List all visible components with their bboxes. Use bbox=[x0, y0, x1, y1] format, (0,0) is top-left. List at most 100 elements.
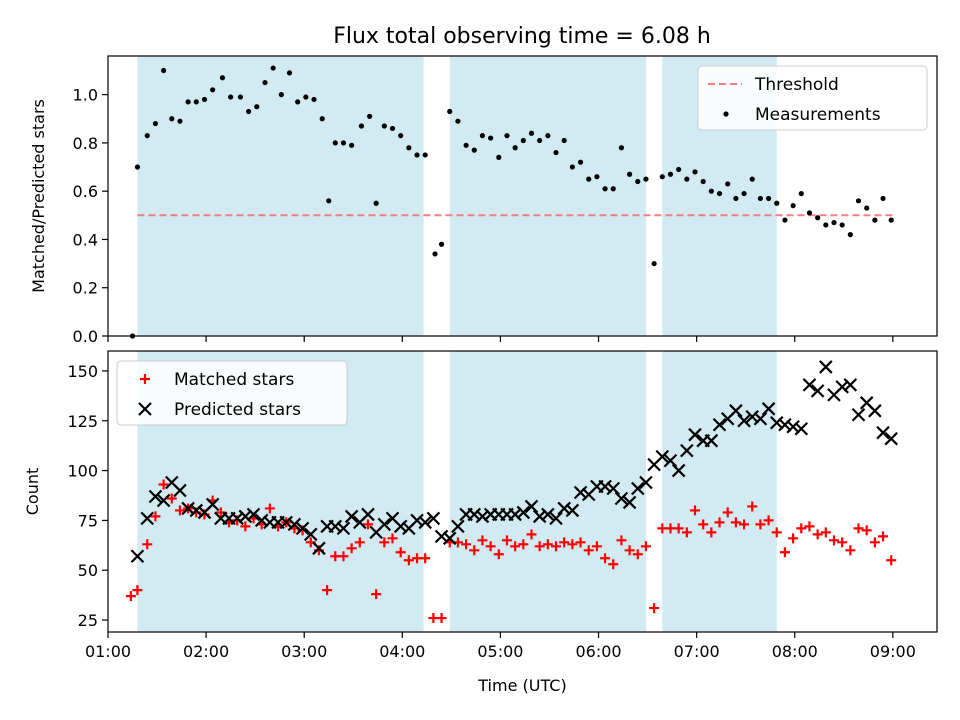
predicted-star-point bbox=[442, 531, 457, 546]
matched-star-point bbox=[722, 507, 733, 518]
legend: Threshold Measurements bbox=[697, 65, 928, 131]
measurement-point bbox=[358, 123, 365, 129]
measurement-point bbox=[373, 200, 379, 206]
predicted-star-point bbox=[532, 509, 547, 524]
predicted-star-point bbox=[140, 511, 155, 526]
top-panel: 0.0 0.2 0.4 0.6 0.8 1.0 Matched/Predicted star… bbox=[29, 55, 938, 346]
measurement-point bbox=[864, 205, 870, 211]
bottom-panel: 25 50 75 100 125 150 01:00 02:00 03:00 04:00 05:00… bbox=[23, 350, 938, 695]
legend: Matched stars Predicted stars bbox=[116, 360, 348, 426]
matched-star-point bbox=[150, 511, 161, 522]
measurement-point bbox=[520, 137, 526, 144]
predicted-star-point bbox=[671, 463, 686, 478]
predicted-star-point bbox=[573, 485, 588, 500]
predicted-star-point bbox=[336, 521, 351, 536]
predicted-star-point bbox=[303, 527, 318, 542]
observing-window-band bbox=[449, 56, 646, 336]
measurement-point bbox=[219, 75, 226, 81]
y-tick-label: 75 bbox=[78, 511, 98, 530]
predicted-star-point bbox=[344, 509, 359, 524]
measurement-point bbox=[618, 145, 625, 151]
measurement-point bbox=[177, 118, 183, 124]
measurement-point bbox=[340, 140, 347, 146]
predicted-star-point bbox=[418, 515, 432, 530]
predicted-star-point bbox=[688, 427, 702, 442]
y-tick-label: 1.0 bbox=[73, 86, 98, 105]
predicted-star-point bbox=[328, 519, 343, 534]
predicted-star-point bbox=[868, 404, 882, 418]
predicted-star-point bbox=[598, 479, 612, 494]
matched-star-point bbox=[567, 539, 578, 550]
measurement-point bbox=[733, 195, 739, 202]
predicted-star-point bbox=[246, 507, 261, 522]
matched-star-point bbox=[174, 505, 185, 516]
predicted-star-point bbox=[851, 407, 866, 422]
legend-predicted-swatch bbox=[138, 402, 152, 416]
matched-star-point bbox=[461, 539, 472, 550]
measurement-point bbox=[455, 118, 461, 124]
matched-star-point bbox=[878, 531, 889, 542]
measurement-point bbox=[237, 94, 244, 100]
matched-star-point bbox=[379, 537, 390, 548]
measurement-point bbox=[389, 125, 396, 132]
measurement-point bbox=[367, 113, 373, 119]
matched-star-point bbox=[828, 535, 839, 546]
predicted-star-point bbox=[778, 417, 792, 432]
matched-star-point bbox=[747, 501, 758, 512]
measurement-point bbox=[774, 200, 780, 206]
predicted-star-point bbox=[254, 513, 269, 528]
predicted-star-point bbox=[426, 511, 441, 526]
measurement-point bbox=[823, 222, 829, 228]
measurement-point bbox=[569, 164, 575, 170]
measurement-point bbox=[888, 217, 894, 223]
measurement-point bbox=[790, 203, 796, 209]
matched-star-point bbox=[820, 527, 831, 538]
matched-star-point bbox=[706, 527, 717, 538]
observing-window-band bbox=[662, 351, 777, 632]
matched-star-point bbox=[436, 613, 447, 624]
measurement-point bbox=[594, 174, 600, 180]
matched-star-point bbox=[649, 603, 660, 614]
matched-star-point bbox=[240, 521, 251, 532]
predicted-star-point bbox=[148, 489, 163, 504]
predicted-star-point bbox=[704, 433, 719, 448]
matched-star-point bbox=[338, 551, 349, 562]
measurement-point bbox=[577, 159, 584, 165]
predicted-star-point bbox=[508, 507, 522, 522]
measurement-point bbox=[422, 152, 428, 158]
predicted-star-point bbox=[745, 409, 760, 424]
legend-label: Predicted stars bbox=[174, 400, 301, 420]
x-tick-label: 07:00 bbox=[674, 642, 720, 661]
matched-star-point bbox=[132, 585, 143, 596]
matched-star-point bbox=[477, 535, 488, 546]
predicted-star-point bbox=[287, 517, 302, 532]
y-tick-label: 100 bbox=[67, 462, 98, 481]
predicted-star-point bbox=[614, 491, 629, 506]
predicted-star-point bbox=[622, 495, 637, 510]
measurement-point bbox=[798, 190, 804, 197]
series-plus bbox=[125, 479, 897, 624]
matched-star-point bbox=[420, 553, 431, 564]
predicted-star-point bbox=[434, 529, 449, 544]
measurement-point bbox=[643, 176, 649, 182]
measurement-point bbox=[757, 195, 764, 202]
matched-star-point bbox=[616, 535, 627, 546]
measurement-point bbox=[708, 188, 714, 194]
measurement-point bbox=[667, 171, 674, 177]
matched-star-point bbox=[125, 591, 136, 602]
predicted-star-point bbox=[761, 402, 776, 416]
predicted-star-point bbox=[794, 421, 809, 436]
predicted-star-point bbox=[663, 453, 678, 468]
measurement-point bbox=[496, 154, 502, 160]
legend-matched-swatch bbox=[140, 374, 150, 384]
predicted-star-point bbox=[516, 505, 531, 520]
y-tick-label: 0.6 bbox=[73, 182, 98, 201]
predicted-star-point bbox=[451, 519, 465, 534]
y-tick-label: 0.0 bbox=[73, 327, 98, 346]
predicted-star-point bbox=[557, 501, 571, 516]
measurement-point bbox=[537, 137, 543, 144]
x-tick-label: 03:00 bbox=[281, 642, 327, 661]
measurement-point bbox=[880, 195, 886, 202]
legend-box bbox=[697, 65, 928, 131]
matched-star-point bbox=[812, 529, 823, 540]
